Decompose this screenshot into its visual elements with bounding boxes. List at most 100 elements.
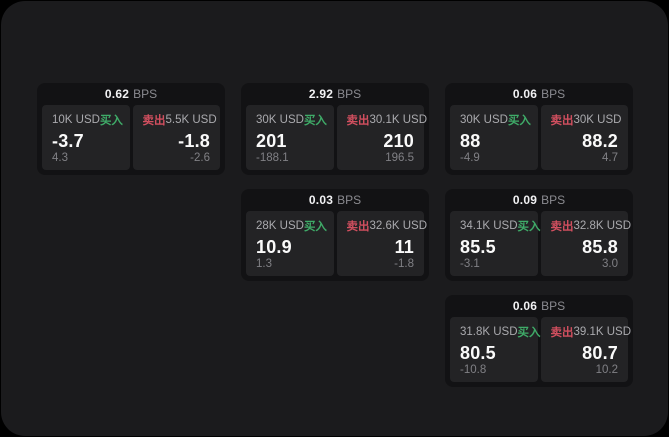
subcards-row: 10K USD 买入 -3.7 4.3 卖出 5.5K USD -1.8 -2.…	[42, 105, 220, 170]
buy-notional: 31.8K USD	[460, 326, 518, 338]
buy-notional: 10K USD	[52, 114, 100, 126]
card-header: 0.06 BPS	[450, 295, 628, 317]
sell-subcard[interactable]: 卖出 32.8K USD 85.8 3.0	[540, 211, 632, 276]
buy-side-label: 买入	[99, 115, 123, 127]
buy-side-label: 买入	[517, 327, 541, 339]
sell-subcard[interactable]: 卖出 30K USD 88.2 4.7	[540, 105, 628, 170]
sell-subcard-top: 卖出 30K USD	[550, 112, 622, 128]
sell-notional: 32.8K USD	[573, 220, 632, 232]
buy-subcard[interactable]: 31.8K USD 买入 80.5 -10.8	[450, 317, 541, 382]
subcards-row: 30K USD 买入 201 -188.1 卖出 30.1K USD 210 1…	[246, 105, 428, 170]
sell-delta: 196.5	[385, 152, 414, 164]
sell-delta: 3.0	[602, 258, 618, 270]
bps-value: 0.09	[512, 193, 538, 207]
sell-subcard[interactable]: 卖出 30.1K USD 210 196.5	[336, 105, 428, 170]
buy-delta: -4.9	[460, 152, 480, 164]
subcards-row: 31.8K USD 买入 80.5 -10.8 卖出 39.1K USD 80.…	[450, 317, 632, 382]
quote-card: 0.09 BPS 34.1K USD 买入 85.5 -3.1 卖出 32.8K…	[445, 189, 633, 281]
buy-notional: 34.1K USD	[460, 220, 518, 232]
buy-side-label: 买入	[303, 115, 327, 127]
bps-value: 2.92	[308, 87, 334, 101]
bps-unit-label: BPS	[337, 87, 362, 101]
buy-subcard-top: 30K USD 买入	[256, 112, 327, 128]
buy-subcard-top: 34.1K USD 买入	[460, 218, 541, 234]
buy-subcard-top: 31.8K USD 买入	[460, 324, 541, 340]
sell-side-label: 卖出	[550, 221, 574, 233]
sell-price: -1.8	[178, 131, 210, 151]
sell-delta: -2.6	[190, 152, 210, 164]
bps-unit-label: BPS	[541, 193, 566, 207]
quote-card: 0.62 BPS 10K USD 买入 -3.7 4.3 卖出 5.5K USD…	[37, 83, 225, 175]
subcards-row: 30K USD 买入 88 -4.9 卖出 30K USD 88.2 4.7	[450, 105, 628, 170]
buy-delta: -188.1	[256, 152, 289, 164]
sell-price: 80.7	[582, 343, 618, 363]
buy-delta: -3.1	[460, 258, 480, 270]
bps-value: 0.62	[104, 87, 130, 101]
sell-subcard-top: 卖出 39.1K USD	[550, 324, 632, 340]
sell-notional: 30K USD	[573, 114, 622, 126]
buy-delta: 1.3	[256, 258, 272, 270]
sell-price: 88.2	[582, 131, 618, 151]
buy-subcard[interactable]: 10K USD 买入 -3.7 4.3	[42, 105, 130, 170]
buy-subcard-top: 30K USD 买入	[460, 112, 531, 128]
bps-value: 0.06	[512, 299, 538, 313]
buy-subcard[interactable]: 28K USD 买入 10.9 1.3	[246, 211, 334, 276]
buy-delta: -10.8	[460, 364, 487, 376]
sell-notional: 32.6K USD	[369, 220, 428, 232]
buy-delta: 4.3	[52, 152, 68, 164]
sell-notional: 30.1K USD	[369, 114, 428, 126]
sell-subcard-top: 卖出 5.5K USD	[142, 112, 217, 128]
quote-card: 0.06 BPS 31.8K USD 买入 80.5 -10.8 卖出 39.1…	[445, 295, 633, 387]
buy-price: 85.5	[460, 237, 496, 257]
buy-side-label: 买入	[517, 221, 541, 233]
sell-price: 11	[394, 237, 414, 257]
sell-delta: 10.2	[595, 364, 618, 376]
buy-subcard[interactable]: 30K USD 买入 201 -188.1	[246, 105, 334, 170]
sell-subcard-top: 卖出 32.6K USD	[346, 218, 428, 234]
cards-grid: 0.62 BPS 10K USD 买入 -3.7 4.3 卖出 5.5K USD…	[37, 83, 633, 387]
buy-subcard-top: 28K USD 买入	[256, 218, 327, 234]
bps-value: 0.03	[308, 193, 334, 207]
subcards-row: 28K USD 买入 10.9 1.3 卖出 32.6K USD 11 -1.8	[246, 211, 428, 276]
sell-side-label: 卖出	[550, 327, 574, 339]
bps-value: 0.06	[512, 87, 538, 101]
subcards-row: 34.1K USD 买入 85.5 -3.1 卖出 32.8K USD 85.8…	[450, 211, 632, 276]
sell-subcard[interactable]: 卖出 5.5K USD -1.8 -2.6	[132, 105, 220, 170]
sell-subcard[interactable]: 卖出 39.1K USD 80.7 10.2	[540, 317, 632, 382]
quote-card: 0.03 BPS 28K USD 买入 10.9 1.3 卖出 32.6K US…	[241, 189, 429, 281]
sell-side-label: 卖出	[346, 221, 370, 233]
buy-subcard[interactable]: 30K USD 买入 88 -4.9	[450, 105, 538, 170]
sell-notional: 5.5K USD	[165, 114, 217, 126]
buy-side-label: 买入	[303, 221, 327, 233]
sell-side-label: 卖出	[550, 115, 574, 127]
buy-price: 201	[256, 131, 287, 151]
buy-notional: 30K USD	[460, 114, 508, 126]
buy-price: 10.9	[256, 237, 292, 257]
sell-delta: 4.7	[602, 152, 618, 164]
bps-unit-label: BPS	[541, 87, 566, 101]
buy-price: 88	[460, 131, 481, 151]
card-header: 0.06 BPS	[450, 83, 628, 105]
card-header: 2.92 BPS	[246, 83, 424, 105]
sell-notional: 39.1K USD	[573, 326, 632, 338]
card-header: 0.62 BPS	[42, 83, 220, 105]
buy-subcard[interactable]: 34.1K USD 买入 85.5 -3.1	[450, 211, 541, 276]
buy-price: -3.7	[52, 131, 84, 151]
quote-card: 2.92 BPS 30K USD 买入 201 -188.1 卖出 30.1K …	[241, 83, 429, 175]
buy-side-label: 买入	[507, 115, 531, 127]
sell-side-label: 卖出	[346, 115, 370, 127]
sell-side-label: 卖出	[142, 115, 166, 127]
sell-delta: -1.8	[394, 258, 414, 270]
buy-notional: 28K USD	[256, 220, 304, 232]
card-header: 0.09 BPS	[450, 189, 628, 211]
sell-subcard-top: 卖出 30.1K USD	[346, 112, 428, 128]
card-header: 0.03 BPS	[246, 189, 424, 211]
bps-unit-label: BPS	[337, 193, 362, 207]
bps-unit-label: BPS	[133, 87, 158, 101]
sell-price: 210	[383, 131, 414, 151]
sell-price: 85.8	[582, 237, 618, 257]
buy-price: 80.5	[460, 343, 496, 363]
sell-subcard[interactable]: 卖出 32.6K USD 11 -1.8	[336, 211, 428, 276]
quote-card: 0.06 BPS 30K USD 买入 88 -4.9 卖出 30K USD 8…	[445, 83, 633, 175]
